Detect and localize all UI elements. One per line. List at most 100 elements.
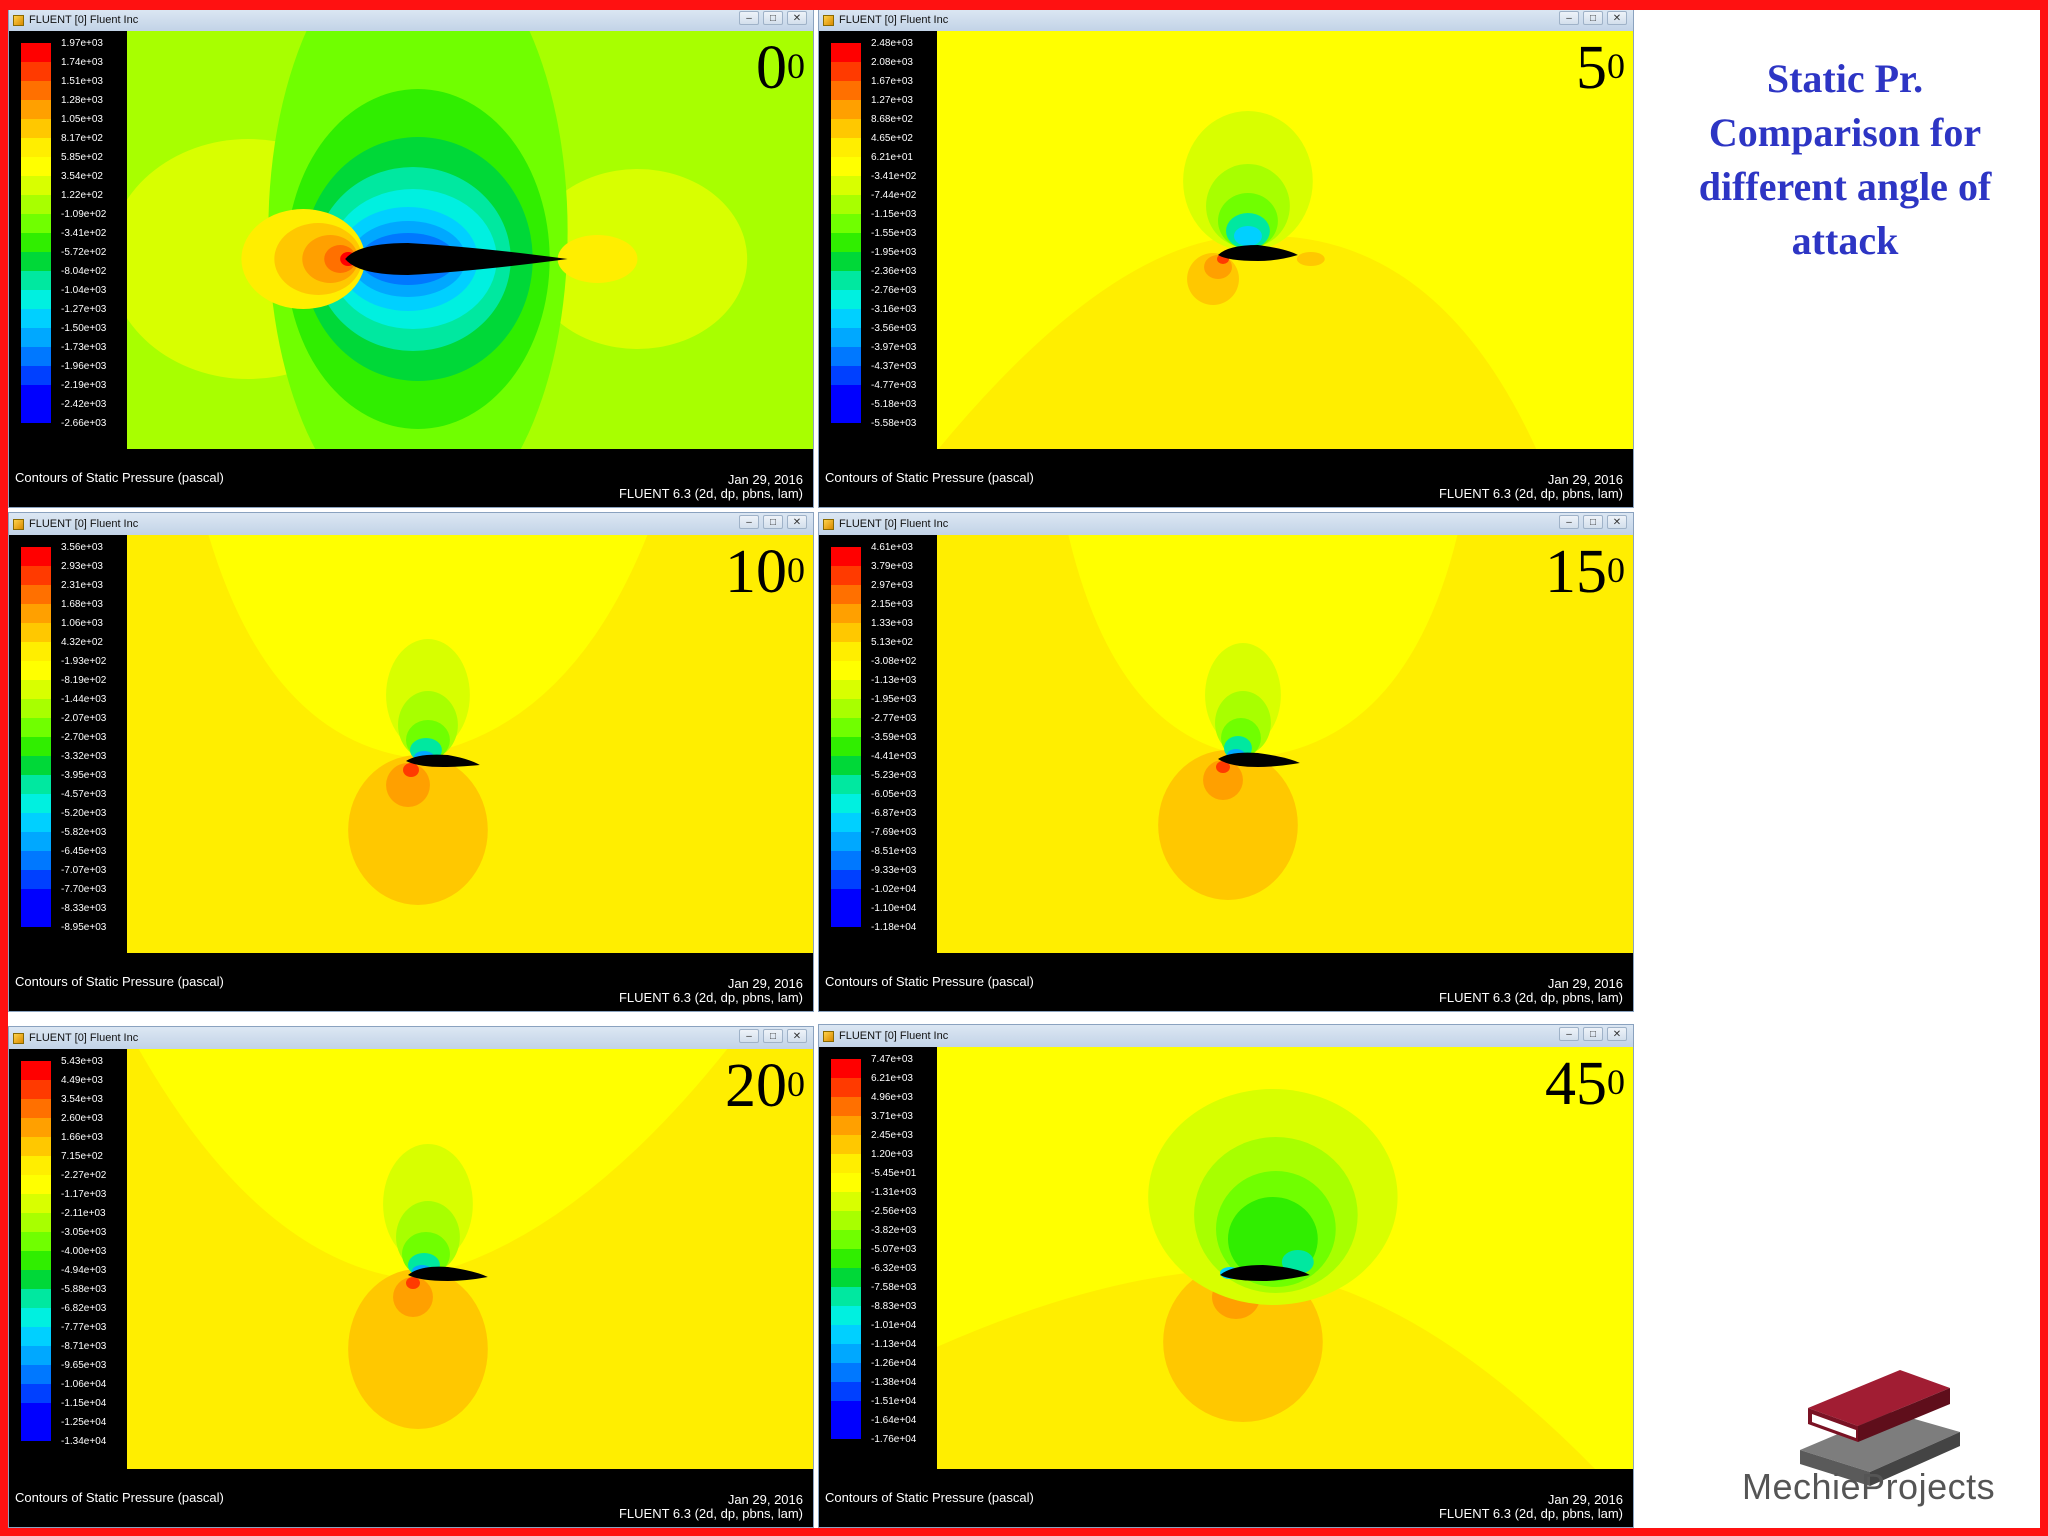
- plot-date: Jan 29, 2016: [727, 976, 803, 991]
- legend-value: 1.66e+03: [61, 1132, 103, 1143]
- legend-value: 2.60e+03: [61, 1113, 103, 1124]
- minimize-button[interactable]: –: [1559, 11, 1579, 25]
- pressure-contour-plot: [819, 1047, 1633, 1471]
- close-button[interactable]: ✕: [787, 515, 807, 529]
- legend-value: 4.96e+03: [871, 1092, 913, 1103]
- minimize-button[interactable]: –: [1559, 515, 1579, 529]
- plot-footer: Contours of Static Pressure (pascal) Jan…: [9, 1469, 813, 1527]
- legend-value: -3.16e+03: [871, 304, 917, 315]
- contour-viewport[interactable]: 5.43e+03 4.49e+03 3.54e+03 2.60e+03 1.66…: [9, 1049, 813, 1471]
- contour-viewport[interactable]: 4.61e+03 3.79e+03 2.97e+03 2.15e+03 1.33…: [819, 535, 1633, 955]
- color-legend: 4.61e+03 3.79e+03 2.97e+03 2.15e+03 1.33…: [819, 535, 937, 955]
- legend-value: -9.33e+03: [871, 865, 917, 876]
- maximize-button[interactable]: □: [763, 11, 783, 25]
- legend-value: -1.50e+03: [61, 323, 107, 334]
- legend-value: 3.79e+03: [871, 561, 913, 572]
- legend-value: 2.97e+03: [871, 580, 913, 591]
- window-title: FLUENT [0] Fluent Inc: [29, 518, 139, 530]
- legend-value: -7.07e+03: [61, 865, 107, 876]
- contour-viewport[interactable]: 3.56e+03 2.93e+03 2.31e+03 1.68e+03 1.06…: [9, 535, 813, 955]
- legend-value: 1.22e+02: [61, 190, 103, 201]
- maximize-button[interactable]: □: [1583, 11, 1603, 25]
- legend-value: -8.33e+03: [61, 903, 107, 914]
- contour-viewport[interactable]: 2.48e+03 2.08e+03 1.67e+03 1.27e+03 8.68…: [819, 31, 1633, 451]
- legend-value: 2.45e+03: [871, 1130, 913, 1141]
- window-title: FLUENT [0] Fluent Inc: [29, 14, 139, 26]
- legend-value: 1.33e+03: [871, 618, 913, 629]
- legend-value: -6.87e+03: [871, 808, 917, 819]
- legend-value: -1.44e+03: [61, 694, 107, 705]
- window-titlebar[interactable]: FLUENT [0] Fluent Inc – □ ✕: [819, 513, 1633, 536]
- fluent-window-aoa-5[interactable]: FLUENT [0] Fluent Inc – □ ✕: [818, 8, 1634, 508]
- legend-value: -1.13e+04: [871, 1339, 917, 1350]
- legend-value: 2.48e+03: [871, 38, 913, 49]
- legend-value: -5.82e+03: [61, 827, 107, 838]
- legend-value: 8.17e+02: [61, 133, 103, 144]
- legend-value: -1.27e+03: [61, 304, 107, 315]
- legend-value: 2.15e+03: [871, 599, 913, 610]
- legend-value: -1.95e+03: [871, 247, 917, 258]
- fluent-window-aoa-0[interactable]: FLUENT [0] Fluent Inc – □ ✕: [8, 8, 814, 508]
- fluent-app-icon: [13, 1032, 24, 1044]
- legend-value: -4.77e+03: [871, 380, 917, 391]
- legend-value: -2.77e+03: [871, 713, 917, 724]
- angle-of-attack-label: 100: [725, 538, 805, 606]
- legend-value: -1.31e+03: [871, 1187, 917, 1198]
- legend-value: -2.56e+03: [871, 1206, 917, 1217]
- minimize-button[interactable]: –: [1559, 1027, 1579, 1041]
- window-titlebar[interactable]: FLUENT [0] Fluent Inc – □ ✕: [9, 9, 813, 32]
- legend-value: -2.19e+03: [61, 380, 107, 391]
- window-title: FLUENT [0] Fluent Inc: [839, 1030, 949, 1042]
- legend-value: -3.08e+02: [871, 656, 917, 667]
- close-button[interactable]: ✕: [1607, 1027, 1627, 1041]
- close-button[interactable]: ✕: [787, 1029, 807, 1043]
- minimize-button[interactable]: –: [739, 1029, 759, 1043]
- color-scale-bar: [831, 547, 861, 927]
- legend-labels: 3.56e+03 2.93e+03 2.31e+03 1.68e+03 1.06…: [61, 542, 107, 946]
- window-titlebar[interactable]: FLUENT [0] Fluent Inc – □ ✕: [819, 1025, 1633, 1048]
- close-button[interactable]: ✕: [787, 11, 807, 25]
- legend-value: -2.76e+03: [871, 285, 917, 296]
- window-titlebar[interactable]: FLUENT [0] Fluent Inc – □ ✕: [9, 1027, 813, 1050]
- angle-of-attack-label: 150: [1545, 538, 1625, 606]
- maximize-button[interactable]: □: [1583, 1027, 1603, 1041]
- window-titlebar[interactable]: FLUENT [0] Fluent Inc – □ ✕: [9, 513, 813, 536]
- maximize-button[interactable]: □: [763, 515, 783, 529]
- close-button[interactable]: ✕: [1607, 515, 1627, 529]
- legend-value: -1.64e+04: [871, 1415, 917, 1426]
- fluent-window-aoa-10[interactable]: FLUENT [0] Fluent Inc – □ ✕ 3.56e+03: [8, 512, 814, 1012]
- solver-version: FLUENT 6.3 (2d, dp, pbns, lam): [618, 1506, 803, 1521]
- legend-value: -7.77e+03: [61, 1322, 107, 1333]
- plot-date: Jan 29, 2016: [727, 472, 803, 487]
- plot-footer: Contours of Static Pressure (pascal) Jan…: [9, 953, 813, 1011]
- legend-value: 5.13e+02: [871, 637, 913, 648]
- close-button[interactable]: ✕: [1607, 11, 1627, 25]
- plot-date: Jan 29, 2016: [1547, 1492, 1623, 1507]
- minimize-button[interactable]: –: [739, 515, 759, 529]
- legend-value: -1.26e+04: [871, 1358, 917, 1369]
- legend-value: 5.85e+02: [61, 152, 103, 163]
- angle-of-attack-label: 450: [1545, 1050, 1625, 1118]
- fluent-window-aoa-45[interactable]: FLUENT [0] Fluent Inc – □ ✕ 7: [818, 1024, 1634, 1528]
- fluent-app-icon: [823, 1030, 834, 1042]
- legend-value: 1.06e+03: [61, 618, 103, 629]
- legend-value: -2.70e+03: [61, 732, 107, 743]
- legend-value: -1.25e+04: [61, 1417, 107, 1428]
- legend-value: -1.96e+03: [61, 361, 107, 372]
- maximize-button[interactable]: □: [1583, 515, 1603, 529]
- contour-viewport[interactable]: 7.47e+03 6.21e+03 4.96e+03 3.71e+03 2.45…: [819, 1047, 1633, 1471]
- plot-caption: Contours of Static Pressure (pascal): [825, 974, 1034, 989]
- legend-value: -4.00e+03: [61, 1246, 107, 1257]
- legend-value: -3.97e+03: [871, 342, 917, 353]
- legend-value: -3.95e+03: [61, 770, 107, 781]
- legend-value: 1.27e+03: [871, 95, 913, 106]
- contour-viewport[interactable]: 1.97e+03 1.74e+03 1.51e+03 1.28e+03 1.05…: [9, 31, 813, 451]
- legend-labels: 7.47e+03 6.21e+03 4.96e+03 3.71e+03 2.45…: [871, 1054, 917, 1458]
- fluent-window-aoa-15[interactable]: FLUENT [0] Fluent Inc – □ ✕ 4.61e+03: [818, 512, 1634, 1012]
- legend-value: -4.37e+03: [871, 361, 917, 372]
- window-titlebar[interactable]: FLUENT [0] Fluent Inc – □ ✕: [819, 9, 1633, 32]
- minimize-button[interactable]: –: [739, 11, 759, 25]
- maximize-button[interactable]: □: [763, 1029, 783, 1043]
- legend-value: -2.07e+03: [61, 713, 107, 724]
- fluent-window-aoa-20[interactable]: FLUENT [0] Fluent Inc – □ ✕ 5.43e+03: [8, 1026, 814, 1528]
